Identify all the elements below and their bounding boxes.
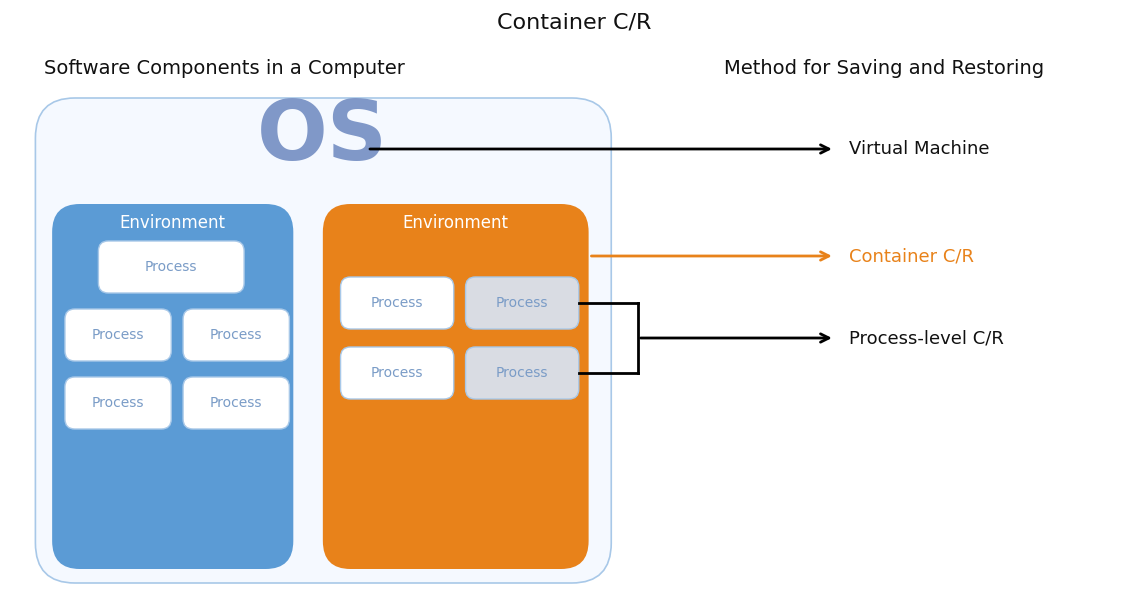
FancyBboxPatch shape — [322, 204, 588, 569]
FancyBboxPatch shape — [340, 277, 454, 329]
Text: Environment: Environment — [120, 214, 226, 232]
Text: Process: Process — [145, 260, 198, 274]
Text: Process: Process — [495, 296, 549, 310]
Text: Environment: Environment — [403, 214, 509, 232]
Text: Method for Saving and Restoring: Method for Saving and Restoring — [724, 59, 1044, 78]
Text: Process: Process — [495, 366, 549, 380]
Text: OS: OS — [258, 95, 388, 177]
Text: Process: Process — [371, 366, 423, 380]
Text: Process: Process — [92, 396, 145, 410]
Text: Process: Process — [92, 328, 145, 342]
FancyBboxPatch shape — [340, 347, 454, 399]
Text: Process: Process — [210, 328, 262, 342]
Text: Process-level C/R: Process-level C/R — [849, 329, 1004, 347]
Text: Process: Process — [210, 396, 262, 410]
FancyBboxPatch shape — [466, 347, 579, 399]
Text: Software Components in a Computer: Software Components in a Computer — [44, 59, 405, 78]
Text: Container C/R: Container C/R — [849, 247, 975, 265]
FancyBboxPatch shape — [64, 377, 171, 429]
FancyBboxPatch shape — [98, 241, 244, 293]
Text: Virtual Machine: Virtual Machine — [849, 140, 990, 158]
FancyBboxPatch shape — [35, 98, 611, 583]
FancyBboxPatch shape — [64, 309, 171, 361]
FancyBboxPatch shape — [466, 277, 579, 329]
Text: Container C/R: Container C/R — [497, 13, 651, 33]
FancyBboxPatch shape — [183, 377, 290, 429]
FancyBboxPatch shape — [52, 204, 293, 569]
FancyBboxPatch shape — [183, 309, 290, 361]
Text: Process: Process — [371, 296, 423, 310]
